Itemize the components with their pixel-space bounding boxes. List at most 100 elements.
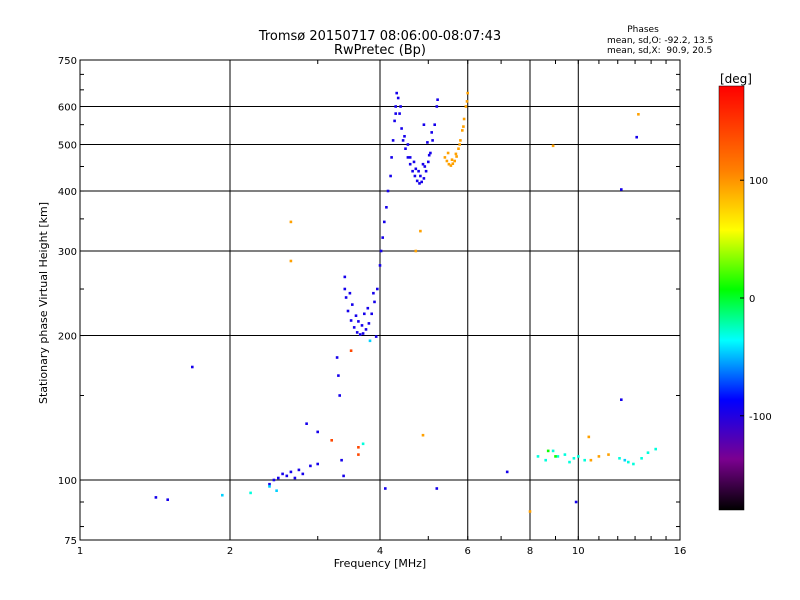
data-point: [389, 174, 392, 178]
data-point: [348, 291, 352, 295]
data-point: [424, 169, 428, 173]
data-point: [412, 160, 416, 164]
colorbar: [718, 85, 745, 511]
data-point: [623, 458, 627, 462]
data-point: [418, 182, 421, 185]
data-point: [618, 457, 621, 460]
data-point: [415, 179, 419, 183]
data-point: [426, 141, 429, 144]
data-point: [422, 123, 426, 126]
data-point: [268, 485, 271, 488]
data-point: [272, 478, 276, 482]
data-point: [404, 147, 407, 150]
data-point: [361, 332, 365, 335]
data-point: [305, 422, 308, 425]
data-point: [358, 333, 362, 336]
data-point: [374, 335, 378, 338]
data-point: [451, 162, 455, 165]
data-point: [343, 275, 347, 279]
data-point: [386, 189, 390, 193]
data-point: [421, 433, 425, 437]
data-point: [166, 498, 169, 501]
data-point: [357, 453, 360, 456]
data-point: [221, 493, 224, 497]
data-point: [427, 153, 431, 157]
data-point: [289, 470, 293, 474]
data-point: [289, 220, 293, 224]
x-tick-label: 2: [227, 546, 233, 557]
data-point: [364, 328, 368, 331]
data-point: [597, 455, 601, 458]
data-point: [433, 123, 436, 126]
data-point: [340, 458, 343, 462]
y-tick-label: 75: [64, 536, 77, 547]
data-point: [408, 162, 412, 166]
data-point: [465, 100, 469, 103]
data-point: [385, 206, 388, 209]
data-point: [381, 236, 384, 239]
x-tick-label: 8: [527, 546, 533, 557]
data-point: [464, 105, 468, 108]
grid-lines: [80, 60, 680, 540]
data-point: [297, 468, 301, 472]
data-point: [417, 169, 420, 173]
data-point: [316, 430, 319, 434]
y-tick-label: 200: [58, 332, 77, 343]
data-point: [337, 374, 340, 377]
data-point: [632, 462, 635, 466]
data-points: [154, 91, 657, 513]
data-point: [551, 449, 555, 453]
y-tick-label: 300: [58, 247, 77, 258]
chart-title: Tromsø 20150717 08:06:00-08:07:43: [258, 29, 501, 44]
data-point: [378, 264, 382, 267]
data-point: [349, 319, 353, 322]
x-tick-label: 16: [674, 546, 687, 557]
data-point: [354, 314, 358, 317]
data-point: [455, 155, 458, 158]
colorbar-label: [deg]: [720, 72, 752, 86]
data-point: [403, 135, 406, 138]
data-point: [277, 476, 280, 480]
data-point: [435, 487, 439, 490]
data-point: [589, 458, 593, 462]
data-point: [446, 151, 450, 155]
data-point: [360, 324, 364, 327]
y-tick-label: 400: [58, 187, 77, 198]
data-point: [357, 446, 360, 449]
data-point: [191, 365, 194, 369]
data-point: [414, 167, 418, 171]
data-point: [400, 127, 403, 130]
data-point: [335, 356, 339, 359]
data-point: [457, 147, 460, 150]
colorbar-ticks: 100 0 -100: [740, 176, 772, 423]
data-point: [654, 447, 657, 451]
data-point: [393, 119, 396, 123]
data-point: [399, 105, 402, 108]
data-point: [637, 113, 640, 116]
data-point: [554, 455, 557, 458]
data-point: [620, 188, 623, 191]
data-point: [466, 91, 469, 95]
data-point: [635, 135, 638, 139]
data-point: [413, 174, 417, 178]
y-tick-label: 100: [58, 476, 77, 487]
data-point: [646, 451, 650, 454]
data-point: [330, 439, 333, 442]
data-point: [394, 105, 397, 108]
data-point: [607, 453, 610, 456]
data-point: [459, 139, 462, 142]
data-point: [427, 160, 430, 164]
data-point: [357, 320, 360, 323]
data-point: [268, 482, 271, 486]
data-point: [343, 287, 347, 291]
x-tick-label: 6: [465, 546, 471, 557]
data-point: [454, 152, 458, 156]
data-point: [338, 394, 341, 397]
y-tick-label: 500: [58, 141, 77, 152]
data-point: [528, 510, 532, 513]
x-axis-ticks: 1 2 4 6 8 10 16: [77, 60, 687, 557]
y-axis-ticks: 75 100 200 300 400 500 600 750: [58, 56, 680, 547]
data-point: [563, 453, 567, 456]
data-point: [316, 462, 319, 466]
